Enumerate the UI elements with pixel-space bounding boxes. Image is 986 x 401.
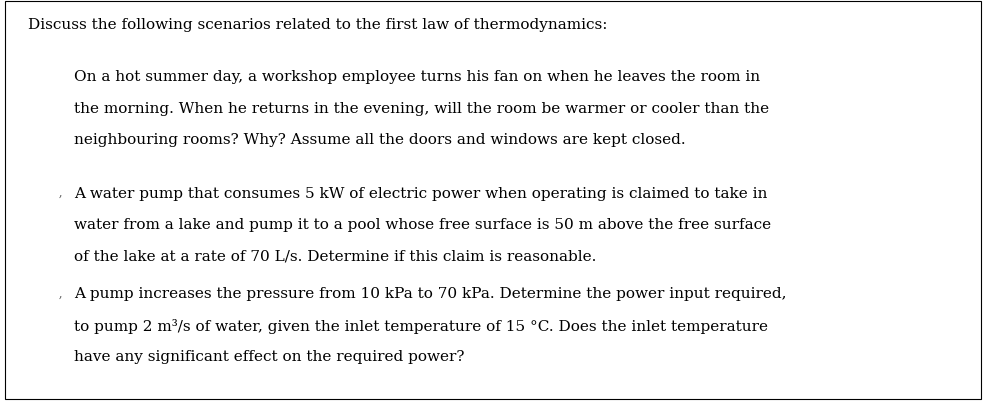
FancyBboxPatch shape xyxy=(5,2,980,399)
Text: the morning. When he returns in the evening, will the room be warmer or cooler t: the morning. When he returns in the even… xyxy=(74,101,768,115)
Text: A pump increases the pressure from 10 kPa to 70 kPa. Determine the power input r: A pump increases the pressure from 10 kP… xyxy=(74,287,786,301)
Text: On a hot summer day, a workshop employee turns his fan on when he leaves the roo: On a hot summer day, a workshop employee… xyxy=(74,70,759,84)
Text: neighbouring rooms? Why? Assume all the doors and windows are kept closed.: neighbouring rooms? Why? Assume all the … xyxy=(74,133,685,147)
Text: to pump 2 m³/s of water, given the inlet temperature of 15 °C. Does the inlet te: to pump 2 m³/s of water, given the inlet… xyxy=(74,318,767,333)
Text: ,: , xyxy=(47,186,63,198)
Text: ,: , xyxy=(47,286,63,299)
Text: water from a lake and pump it to a pool whose free surface is 50 m above the fre: water from a lake and pump it to a pool … xyxy=(74,218,770,232)
Text: Discuss the following scenarios related to the first law of thermodynamics:: Discuss the following scenarios related … xyxy=(28,18,606,32)
Text: of the lake at a rate of 70 L/s. Determine if this claim is reasonable.: of the lake at a rate of 70 L/s. Determi… xyxy=(74,249,596,263)
Text: A water pump that consumes 5 kW of electric power when operating is claimed to t: A water pump that consumes 5 kW of elect… xyxy=(74,186,767,200)
Text: have any significant effect on the required power?: have any significant effect on the requi… xyxy=(74,349,464,363)
